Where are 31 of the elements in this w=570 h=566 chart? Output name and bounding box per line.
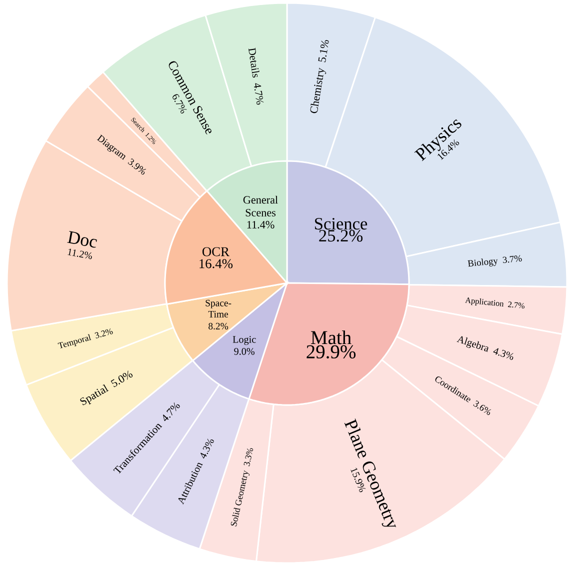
- data-label: 3.2%: [94, 328, 113, 338]
- data-label: 5.1%: [318, 40, 329, 62]
- data-label: 16.4%: [200, 259, 233, 268]
- data-label: 4.7%: [254, 83, 264, 105]
- slice-label: Solid Geometry: [230, 470, 250, 526]
- slice-label: OCR: [202, 247, 230, 256]
- data-label: 5.0%: [110, 370, 133, 388]
- data-label: 9.0%: [234, 348, 254, 355]
- data-label: 29.9%: [306, 345, 356, 358]
- data-label: 4.3%: [493, 348, 514, 360]
- slice-label: Algebra: [456, 336, 488, 352]
- slice-label: Chemistry: [310, 68, 326, 114]
- slice-label: General Scenes: [243, 196, 278, 216]
- slice-label: Math: [311, 330, 352, 344]
- slice-label: Science: [315, 218, 368, 230]
- data-label: 3.6%: [473, 400, 492, 416]
- data-label: 11.2%: [68, 248, 92, 260]
- data-label: 4.3%: [200, 438, 214, 459]
- data-label: 3.3%: [244, 448, 254, 466]
- slice-label: Temporal: [58, 334, 92, 348]
- data-label: 3.7%: [502, 255, 522, 264]
- slice-label: Biology: [468, 258, 498, 267]
- slice-label: Logic: [232, 336, 256, 345]
- slice-label: Space-Time: [206, 300, 232, 318]
- slice-label: Doc: [67, 231, 97, 248]
- slice-label: Details: [248, 48, 260, 78]
- data-label: 2.7%: [508, 302, 524, 309]
- slice-label: Application: [465, 298, 504, 306]
- data-label: 25.2%: [319, 230, 363, 242]
- data-label: 11.4%: [247, 220, 274, 228]
- data-label: 8.2%: [208, 322, 228, 330]
